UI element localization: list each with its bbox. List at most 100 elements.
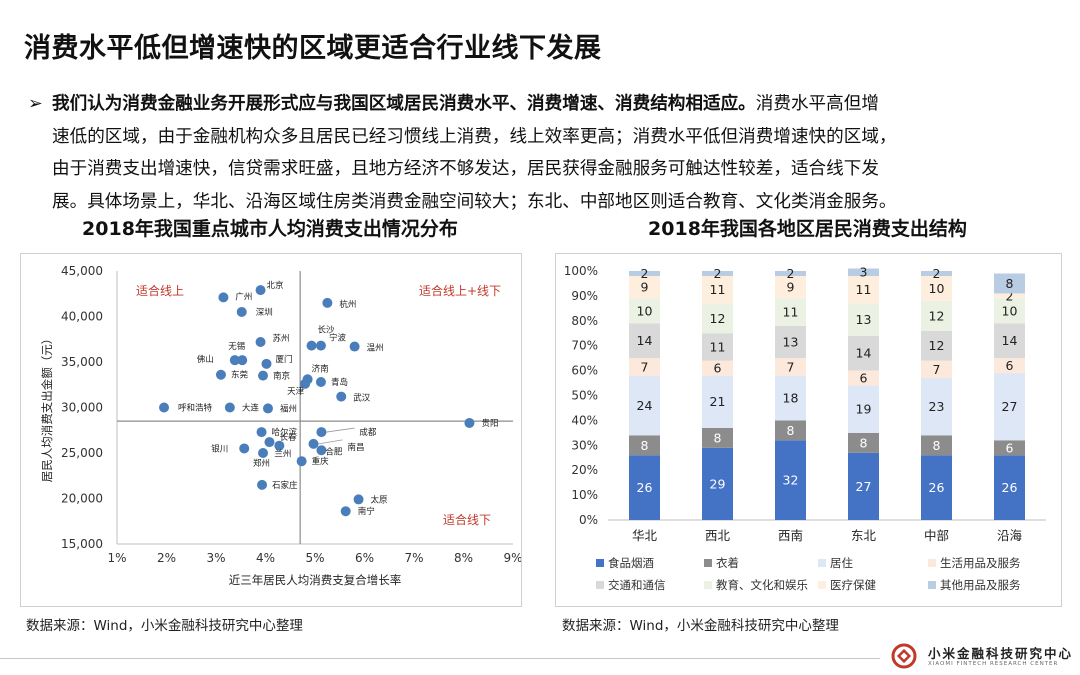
bar-data-label: 13 xyxy=(783,334,799,349)
bar-segment xyxy=(994,273,1025,294)
bar-data-label: 2 xyxy=(1006,288,1014,303)
bar-data-label: 6 xyxy=(714,361,722,376)
y-tick-label: 50% xyxy=(571,389,598,403)
legend-swatch xyxy=(928,581,936,589)
bar-data-label: 27 xyxy=(1002,399,1018,414)
scatter-point-label: 长春 xyxy=(279,432,297,443)
bar-data-label: 10 xyxy=(929,281,945,296)
scatter-point xyxy=(464,417,475,428)
bar-segment xyxy=(702,333,733,361)
scatter-point xyxy=(257,479,268,490)
bar-segment xyxy=(848,335,879,371)
bar-data-label: 29 xyxy=(710,476,726,491)
legend-swatch xyxy=(928,559,936,567)
scatter-point-label: 大连 xyxy=(242,403,260,414)
bar-segment xyxy=(921,275,952,301)
bar-segment xyxy=(629,271,660,276)
legend-swatch xyxy=(704,581,712,589)
scatter-point xyxy=(159,402,170,413)
legend-swatch xyxy=(818,581,826,589)
bar-data-label: 7 xyxy=(641,359,649,374)
scatter-point xyxy=(306,340,317,351)
scatter-point-label: 厦门 xyxy=(275,354,292,365)
bar-segment xyxy=(702,303,733,334)
bar-segment xyxy=(848,385,879,433)
bar-data-label: 19 xyxy=(856,402,872,417)
stacked-bar-chart: 0%10%20%30%40%50%60%70%80%90%100%2682471… xyxy=(564,264,1046,592)
bar-segment xyxy=(921,360,952,379)
y-tick-label: 35,000 xyxy=(61,355,103,369)
summary-paragraph: ➢ 我们认为消费金融业务开展形式应与我国区域居民消费水平、消费增速、消费结构相适应… xyxy=(28,88,1058,218)
bar-segment xyxy=(629,375,660,436)
bar-segment xyxy=(629,323,660,359)
y-axis-title: 居民人均消费支出金额（元） xyxy=(40,333,54,483)
y-tick-label: 100% xyxy=(564,264,598,278)
scatter-point xyxy=(322,297,333,308)
bar-segment xyxy=(994,358,1025,374)
x-tick-label: 1% xyxy=(107,551,126,565)
legend-swatch xyxy=(596,559,604,567)
legend-label: 医疗保健 xyxy=(830,578,876,592)
bar-segment xyxy=(629,435,660,456)
bar-data-label: 7 xyxy=(787,359,795,374)
scatter-point xyxy=(229,355,240,366)
logo-text-cn: 小米金融科技研究中心 xyxy=(928,646,1074,661)
summary-line-2: 速低的区域，由于金融机构众多且居民已经习惯线上消费，线上效率更高；消费水平低但消… xyxy=(52,126,897,147)
legend-swatch xyxy=(596,581,604,589)
bar-segment xyxy=(848,370,879,386)
scatter-point xyxy=(236,306,247,317)
y-tick-label: 70% xyxy=(571,339,598,353)
y-tick-label: 30% xyxy=(571,438,598,452)
legend-label: 食品烟酒 xyxy=(608,556,654,570)
bar-data-label: 3 xyxy=(860,265,868,280)
bar-data-label: 12 xyxy=(929,308,945,323)
x-tick-label: 沿海 xyxy=(997,528,1023,543)
legend-label: 其他用品及服务 xyxy=(940,578,1021,592)
scatter-point xyxy=(349,341,360,352)
legend-label: 居住 xyxy=(830,556,853,570)
scatter-point xyxy=(224,402,235,413)
legend-label: 交通和通信 xyxy=(608,578,666,592)
bar-data-label: 8 xyxy=(860,435,868,450)
bar-data-label: 8 xyxy=(641,438,649,453)
quadrant-label-offline: 适合线下 xyxy=(443,512,491,527)
scatter-point-label: 重庆 xyxy=(312,456,330,467)
bar-data-label: 26 xyxy=(1002,480,1018,495)
y-tick-label: 20% xyxy=(571,463,598,477)
scatter-point-label: 武汉 xyxy=(353,393,371,404)
scatter-point-label: 成都 xyxy=(359,427,377,438)
scatter-point xyxy=(218,292,229,303)
bar-segment xyxy=(775,325,806,359)
quadrant-label-online: 适合线上 xyxy=(136,283,184,298)
bar-segment xyxy=(848,275,879,304)
x-tick-label: 华北 xyxy=(632,528,658,543)
y-tick-label: 0% xyxy=(579,513,598,527)
bullet-arrow-icon: ➢ xyxy=(28,94,43,114)
bar-data-label: 11 xyxy=(856,282,872,297)
scatter-point xyxy=(258,448,269,458)
scatter-point-label: 银川 xyxy=(211,443,228,454)
bar-data-label: 2 xyxy=(714,266,722,281)
bar-segment xyxy=(702,427,733,448)
bar-segment xyxy=(775,375,806,421)
x-tick-label: 东北 xyxy=(851,528,877,543)
x-tick-label: 西南 xyxy=(778,528,803,543)
footer-divider xyxy=(0,658,880,659)
scatter-point xyxy=(239,443,250,454)
scatter-point-label: 无锡 xyxy=(228,342,246,352)
bar-segment xyxy=(921,300,952,331)
bar-segment xyxy=(848,452,879,520)
brand-logo: 小米金融科技研究中心 XIAOMI FINTECH RESEARCH CENTE… xyxy=(890,642,1074,672)
bar-data-label: 18 xyxy=(783,390,799,405)
scatter-point-label: 贵阳 xyxy=(481,418,498,429)
scatter-point-label: 长沙 xyxy=(318,325,336,336)
logo-mark-icon xyxy=(891,643,917,669)
scatter-chart: 1% 2% 3% 4% 5% 6% 7% 8% 9% 15,000 20,000 25,000 30,0… xyxy=(40,264,523,587)
bar-segment xyxy=(994,455,1025,520)
bar-segment xyxy=(994,293,1025,299)
bar-segment xyxy=(775,420,806,441)
bar-data-label: 21 xyxy=(710,394,726,409)
scatter-point xyxy=(340,506,351,517)
scatter-point-label: 福州 xyxy=(280,403,297,414)
x-tick-label: 2% xyxy=(157,551,176,565)
